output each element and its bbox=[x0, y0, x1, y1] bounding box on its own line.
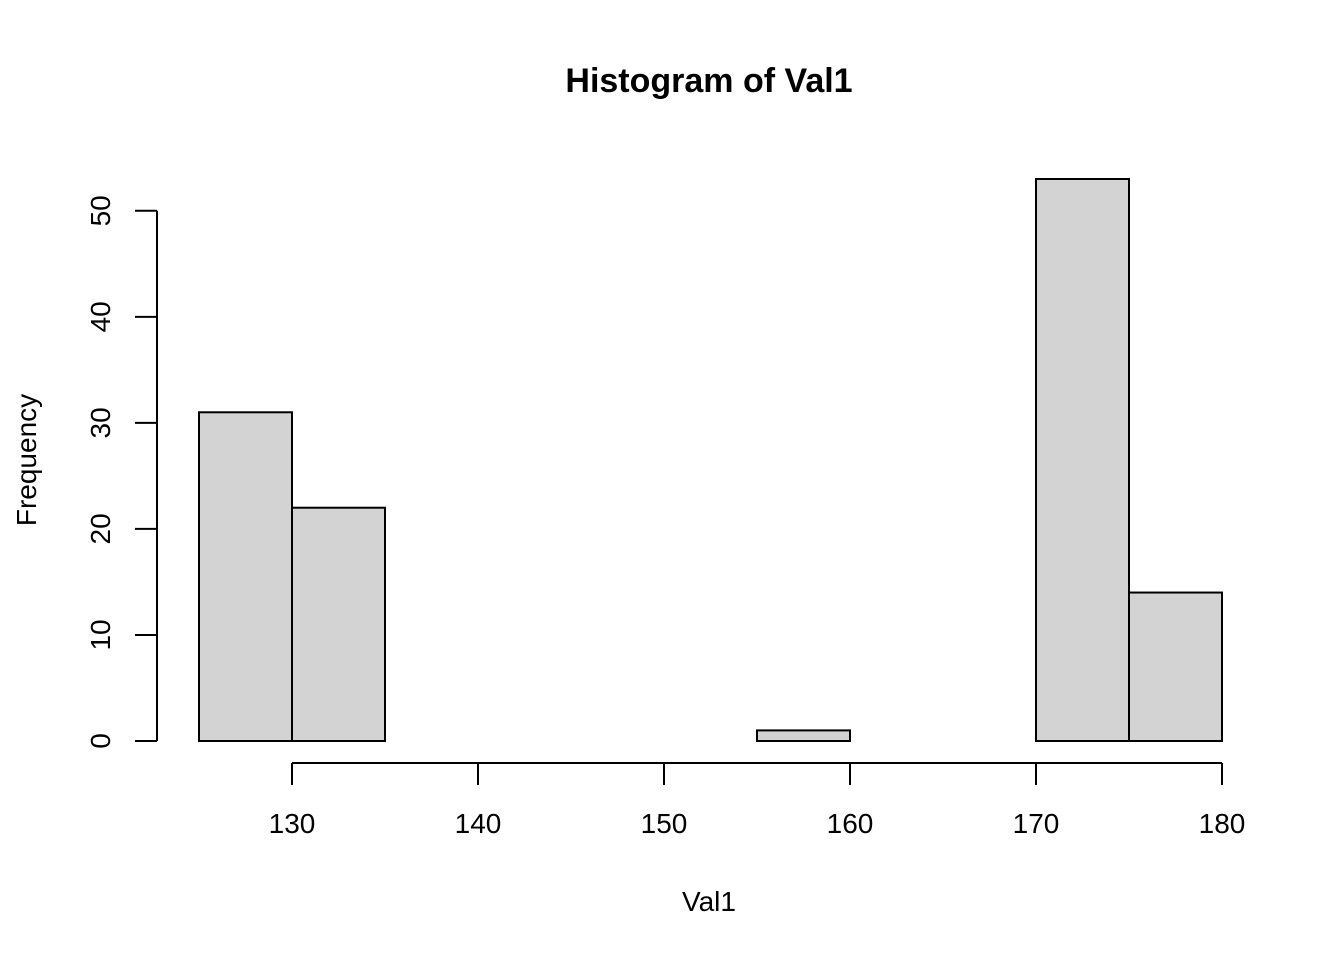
y-tick-label-50: 50 bbox=[85, 195, 116, 226]
y-tick-label-40: 40 bbox=[85, 301, 116, 332]
x-tick-label-170: 170 bbox=[1013, 808, 1060, 839]
chart-title: Histogram of Val1 bbox=[565, 62, 852, 100]
x-axis: 130 140 150 160 170 180 bbox=[269, 762, 1246, 839]
x-tick-label-140: 140 bbox=[455, 808, 502, 839]
histogram-bar-155-160 bbox=[756, 729, 851, 743]
histogram-bar-175-180 bbox=[1128, 591, 1223, 743]
histogram-bar-170-175 bbox=[1035, 178, 1130, 742]
y-tick-label-10: 10 bbox=[85, 619, 116, 650]
x-tick-label-160: 160 bbox=[827, 808, 874, 839]
bars-group bbox=[198, 178, 1223, 743]
histogram-bar-130-135 bbox=[291, 506, 386, 742]
x-tick-label-180: 180 bbox=[1199, 808, 1246, 839]
y-axis: 0 10 20 30 40 50 bbox=[85, 195, 158, 749]
histogram-bar-125-130 bbox=[198, 411, 293, 742]
y-tick-label-20: 20 bbox=[85, 513, 116, 544]
x-tick-label-150: 150 bbox=[641, 808, 688, 839]
y-tick-label-0: 0 bbox=[85, 733, 116, 749]
y-axis-label: Frequency bbox=[11, 394, 42, 526]
x-axis-label: Val1 bbox=[682, 886, 736, 917]
y-tick-label-30: 30 bbox=[85, 407, 116, 438]
x-tick-label-130: 130 bbox=[269, 808, 316, 839]
